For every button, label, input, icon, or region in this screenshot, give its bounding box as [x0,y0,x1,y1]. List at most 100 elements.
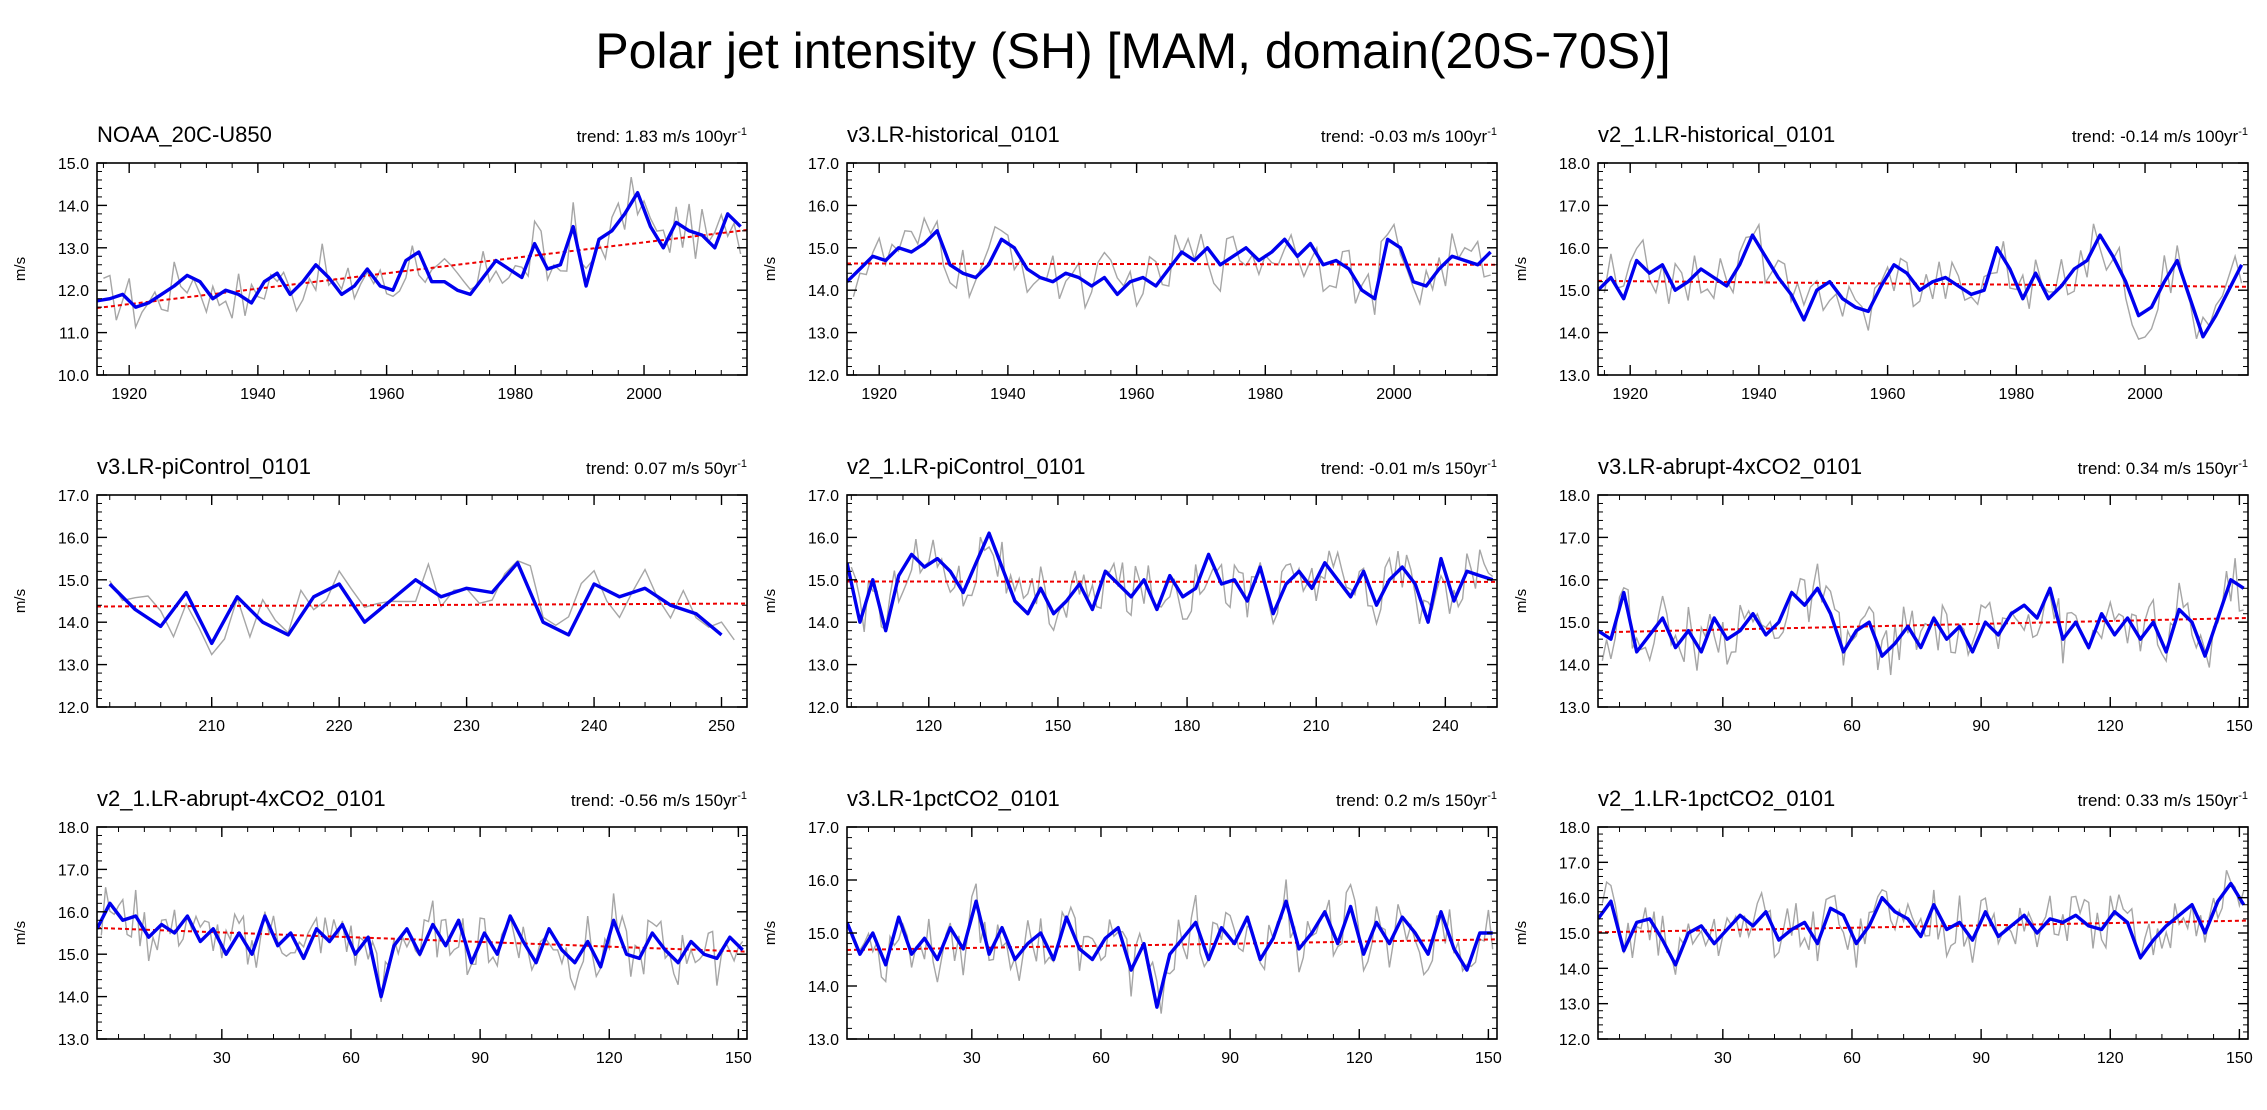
trend-text: trend: 0.07 m/s 50yr [586,459,738,478]
y-tick-label: 14.0 [58,198,89,215]
y-tick-label: 12.0 [1559,1032,1590,1049]
trend-text: trend: 0.33 m/s 150yr [2078,791,2239,810]
x-tick-label: 1980 [1248,386,1284,403]
x-tick-label: 90 [1972,1050,1990,1067]
panel-title: v2_1.LR-historical_0101 [1598,122,1835,147]
x-tick-label: 120 [1346,1050,1373,1067]
y-axis-label: m/s [12,589,29,613]
y-tick-label: 15.0 [58,573,89,590]
y-tick-label: 14.0 [808,615,839,632]
x-tick-label: 150 [1045,718,1072,735]
plot-frame [846,826,1498,1040]
y-tick-label: 13.0 [1559,700,1590,717]
x-tick-label: 1940 [1741,386,1777,403]
y-tick-label: 18.0 [1559,820,1590,837]
y-tick-label: 17.0 [1559,855,1590,872]
trend-exponent: -1 [2238,126,2248,138]
panel-title: v3.LR-1pctCO2_0101 [847,786,1060,811]
x-tick-label: 150 [725,1050,752,1067]
smoothed-series-line [1598,578,2245,658]
raw-series-line [1601,558,2244,676]
trend-label: trend: 0.07 m/s 50yr-1 [586,458,747,478]
y-tick-label: 14.0 [58,990,89,1007]
y-tick-label: 14.0 [58,615,89,632]
y-tick-label: 12.0 [808,368,839,385]
figure-title: Polar jet intensity (SH) [MAM, domain(20… [595,23,1670,79]
y-tick-label: 15.0 [1559,283,1590,300]
x-tick-label: 120 [915,718,942,735]
y-tick-label: 18.0 [1559,156,1590,173]
plot-area [847,531,1497,633]
x-tick-label: 2000 [2127,386,2163,403]
trend-label: trend: 0.34 m/s 150yr-1 [2078,458,2248,478]
trend-label: trend: 1.83 m/s 100yr-1 [577,126,747,146]
y-tick-label: 18.0 [1559,488,1590,505]
raw-series-line [850,536,1494,632]
trend-text: trend: 0.2 m/s 150yr [1336,791,1488,810]
y-tick-label: 17.0 [808,820,839,837]
y-tick-label: 13.0 [58,1032,89,1049]
y-axis-label: m/s [762,589,779,613]
y-tick-label: 15.0 [1559,926,1590,943]
panel-title: v2_1.LR-1pctCO2_0101 [1598,786,1835,811]
x-tick-label: 30 [1714,1050,1732,1067]
raw-series-line [109,559,735,656]
raw-series-line [850,879,1494,1014]
y-tick-label: 13.0 [808,326,839,343]
panel-title: NOAA_20C-U850 [97,122,272,147]
y-axis-label: m/s [762,257,779,281]
smoothed-series-line [847,531,1494,633]
raw-series-line [103,176,742,330]
trend-exponent: -1 [2238,458,2248,470]
y-axis-label: m/s [1513,589,1530,613]
x-tick-label: 1940 [990,386,1026,403]
y-tick-label: 15.0 [1559,615,1590,632]
plot-frame [96,826,748,1040]
y-tick-label: 13.0 [1559,368,1590,385]
x-tick-label: 90 [1221,1050,1239,1067]
x-tick-label: 30 [213,1050,231,1067]
y-tick-label: 17.0 [1559,198,1590,215]
smoothed-series-line [1598,233,2244,339]
y-tick-label: 16.0 [808,873,839,890]
panel-1: NOAA_20C-U850 trend: 1.83 m/s 100yr-1 m/s 1… [12,122,748,403]
y-tick-label: 15.0 [808,241,839,258]
trend-exponent: -1 [1487,126,1497,138]
trend-exponent: -1 [2238,790,2248,802]
panel-3: v2_1.LR-historical_0101 trend: -0.14 m/s … [1513,122,2249,403]
trend-label: trend: -0.01 m/s 150yr-1 [1321,458,1497,478]
plot-area [97,887,747,1002]
y-tick-label: 16.0 [1559,891,1590,908]
y-tick-label: 14.0 [1559,326,1590,343]
trend-line [97,926,747,953]
y-tick-label: 12.0 [58,283,89,300]
plot-area [1598,558,2248,676]
x-tick-label: 120 [596,1050,623,1067]
x-tick-label: 120 [2097,1050,2124,1067]
x-tick-label: 1920 [1612,386,1648,403]
x-tick-label: 120 [2097,718,2124,735]
y-tick-label: 17.0 [58,488,89,505]
plot-area [1598,222,2248,340]
y-tick-label: 15.0 [58,947,89,964]
y-tick-label: 17.0 [58,862,89,879]
x-tick-label: 220 [326,718,353,735]
x-tick-label: 150 [2226,1050,2253,1067]
x-tick-label: 2000 [626,386,662,403]
x-tick-label: 250 [708,718,735,735]
panel-title: v3.LR-piControl_0101 [97,454,311,479]
x-tick-label: 210 [1303,718,1330,735]
panel-7: v2_1.LR-abrupt-4xCO2_0101 trend: -0.56 m/… [12,786,752,1067]
y-tick-label: 14.0 [808,283,839,300]
x-tick-label: 90 [471,1050,489,1067]
trend-exponent: -1 [1487,790,1497,802]
panels: NOAA_20C-U850 trend: 1.83 m/s 100yr-1 m/s 1… [12,122,2253,1067]
y-tick-label: 14.0 [1559,961,1590,978]
x-tick-label: 2000 [1376,386,1412,403]
x-tick-label: 90 [1972,718,1990,735]
plot-frame [96,494,748,708]
panel-8: v3.LR-1pctCO2_0101 trend: 0.2 m/s 150yr-1… [762,786,1502,1067]
trend-label: trend: 0.33 m/s 150yr-1 [2078,790,2248,810]
trend-text: trend: -0.01 m/s 150yr [1321,459,1488,478]
trend-label: trend: 0.2 m/s 150yr-1 [1336,790,1497,810]
